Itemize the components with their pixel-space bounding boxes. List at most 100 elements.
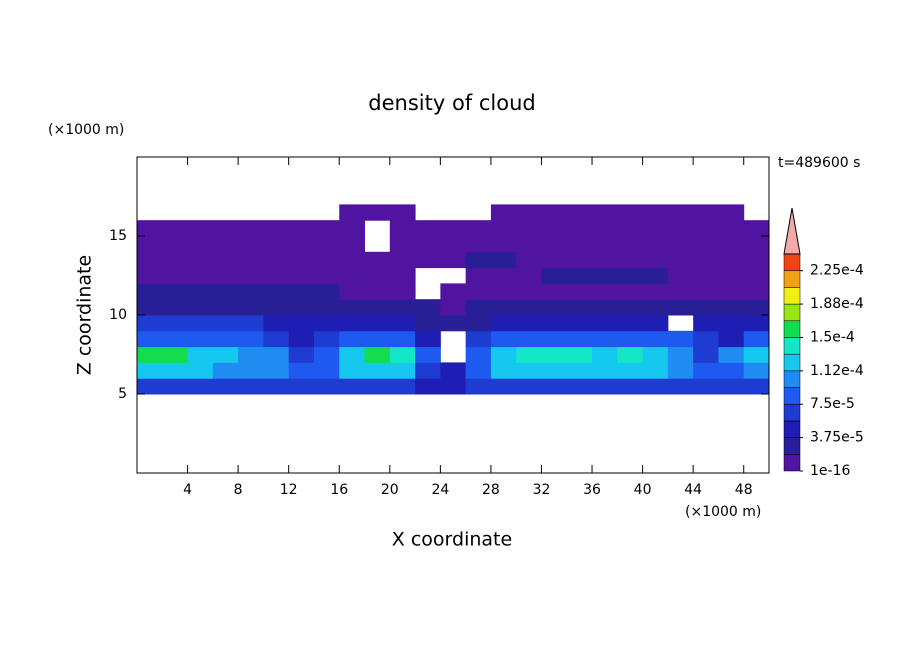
- contour-cell: [313, 267, 340, 284]
- contour-cell: [187, 236, 214, 253]
- contour-cell: [743, 346, 770, 363]
- contour-cell: [137, 346, 163, 363]
- contour-cell: [313, 283, 340, 300]
- contour-cell: [718, 283, 745, 300]
- contour-cell: [313, 315, 340, 332]
- contour-cell: [415, 299, 441, 316]
- contour-cell: [617, 204, 644, 221]
- contour-cell: [490, 346, 517, 363]
- y-tick-label: 15: [109, 228, 127, 244]
- contour-cell: [288, 330, 315, 348]
- contour-cell: [541, 236, 568, 253]
- contour-cell: [667, 362, 694, 379]
- contour-cell: [162, 236, 189, 253]
- contour-cell: [415, 330, 441, 348]
- contour-cell: [162, 378, 189, 395]
- contour-cell: [339, 315, 366, 332]
- contour-cell: [566, 362, 593, 379]
- contour-cell: [566, 236, 593, 253]
- colorbar-tick-label: 7.5e-5: [810, 396, 855, 412]
- x-tick-label: 12: [280, 482, 298, 498]
- contour-cell: [642, 362, 669, 379]
- contour-cell: [162, 220, 189, 237]
- contour-cell: [743, 315, 770, 332]
- contour-cell: [212, 362, 239, 379]
- contour-cell: [465, 236, 492, 253]
- colorbar-tick-label: 2.25e-4: [810, 263, 864, 279]
- contour-cell: [212, 283, 239, 300]
- colorbar-band: [783, 403, 801, 422]
- contour-cell: [313, 299, 340, 316]
- contour-cell: [617, 346, 644, 363]
- contour-cell: [415, 362, 441, 379]
- contour-cell: [238, 236, 264, 253]
- contour-cell: [718, 299, 745, 316]
- contour-cell: [187, 283, 214, 300]
- contour-cell: [263, 362, 290, 379]
- contour-cell: [187, 267, 214, 284]
- x-tick-label: 40: [634, 482, 652, 498]
- contour-cell: [137, 315, 163, 332]
- contour-cell: [743, 220, 770, 237]
- contour-cell: [162, 251, 189, 269]
- colorbar-band: [783, 270, 801, 288]
- contour-cell: [313, 251, 340, 269]
- contour-cell: [187, 315, 214, 332]
- colorbar-band: [783, 353, 801, 372]
- contour-cell: [415, 236, 441, 253]
- contour-cell: [667, 267, 694, 284]
- contour-cell: [288, 378, 315, 395]
- contour-cell: [566, 251, 593, 269]
- contour-cell: [313, 220, 340, 237]
- contour-cell: [490, 267, 517, 284]
- contour-cell: [389, 362, 416, 379]
- colorbar-band: [783, 387, 801, 405]
- contour-cell: [364, 346, 391, 363]
- contour-cell: [592, 378, 618, 395]
- contour-cell: [187, 299, 214, 316]
- contour-cell: [667, 378, 694, 395]
- contour-cell: [718, 251, 745, 269]
- contour-cell: [440, 378, 467, 395]
- contour-cell: [137, 236, 163, 253]
- contour-cell: [642, 283, 669, 300]
- contour-cell: [566, 204, 593, 221]
- contour-cell: [541, 204, 568, 221]
- contour-cell: [137, 220, 163, 237]
- contour-cell: [516, 378, 542, 395]
- contour-cell: [389, 251, 416, 269]
- contour-cell: [162, 299, 189, 316]
- contour-cell: [592, 362, 618, 379]
- contour-cell: [516, 236, 542, 253]
- contour-cell: [592, 267, 618, 284]
- contour-cell: [389, 283, 416, 300]
- contour-cell: [566, 220, 593, 237]
- contour-cell: [440, 236, 467, 253]
- contour-cell: [238, 283, 264, 300]
- contour-cell: [162, 315, 189, 332]
- contour-cell: [465, 283, 492, 300]
- contour-cell: [693, 220, 719, 237]
- contour-cell: [263, 251, 290, 269]
- contour-cell: [490, 299, 517, 316]
- contour-cell: [212, 299, 239, 316]
- x-tick-label: 44: [684, 482, 702, 498]
- contour-cell: [313, 362, 340, 379]
- contour-cell: [541, 251, 568, 269]
- contour-cell: [263, 315, 290, 332]
- contour-cell: [440, 251, 467, 269]
- contour-cell: [364, 330, 391, 348]
- colorbar-tick-label: 1e-16: [810, 463, 850, 479]
- contour-cell: [313, 346, 340, 363]
- time-annotation: t=489600 s: [778, 155, 860, 171]
- contour-cell: [465, 267, 492, 284]
- contour-cell: [339, 236, 366, 253]
- contour-cell: [187, 251, 214, 269]
- contour-cell: [212, 330, 239, 348]
- contour-cell: [137, 330, 163, 348]
- contour-cell: [465, 299, 492, 316]
- contour-cell: [743, 267, 770, 284]
- contour-cell: [693, 236, 719, 253]
- contour-cell: [187, 220, 214, 237]
- contour-cell: [617, 236, 644, 253]
